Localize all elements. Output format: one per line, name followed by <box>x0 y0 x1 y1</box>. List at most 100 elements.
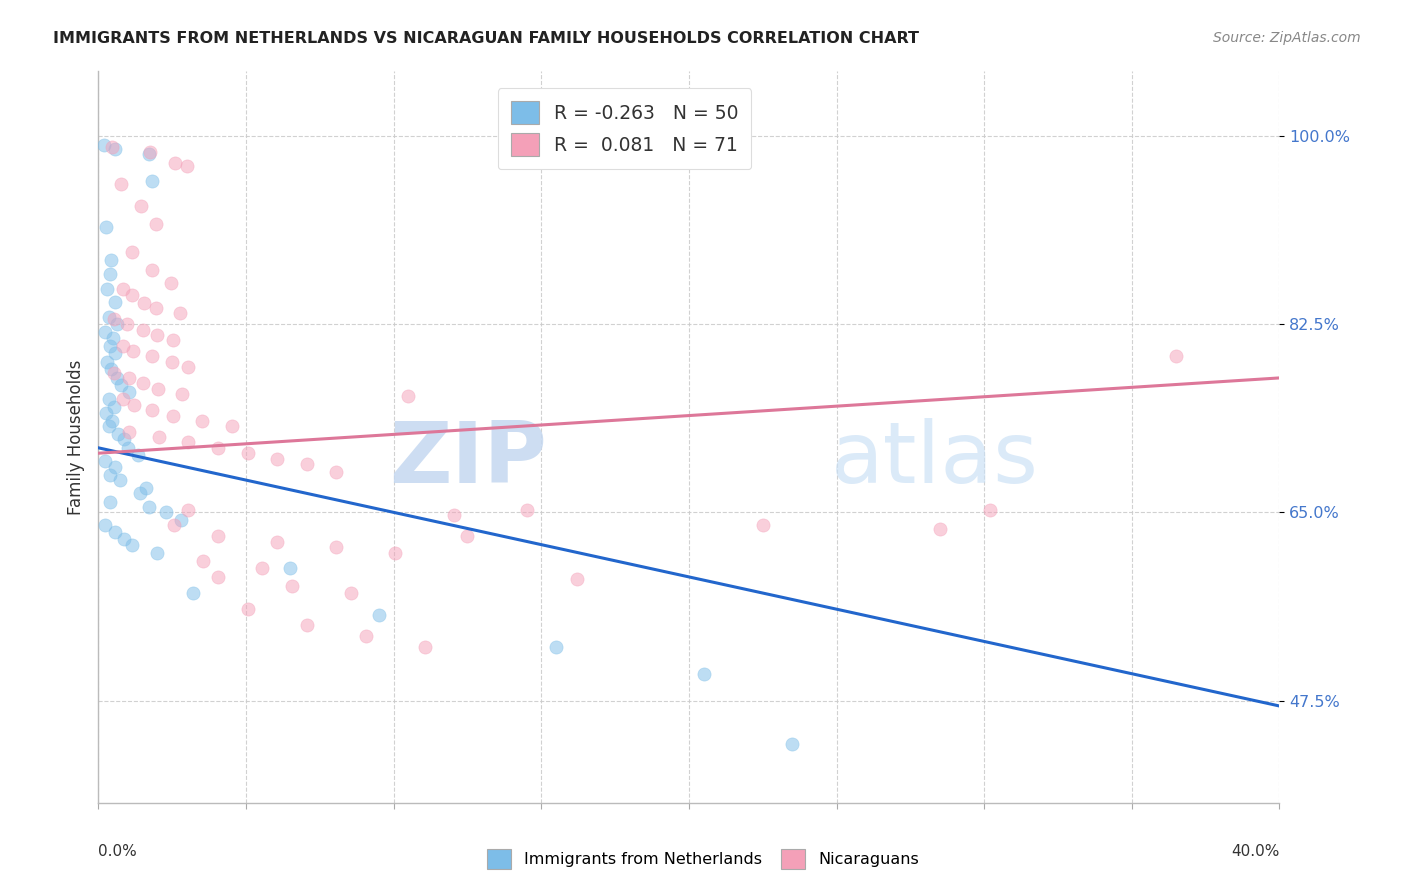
Point <box>127 448 149 462</box>
Point <box>117 425 139 439</box>
Point <box>111 338 134 352</box>
Point <box>138 147 160 161</box>
Point <box>121 538 143 552</box>
Point <box>104 294 127 309</box>
Point <box>141 350 163 364</box>
Point <box>295 618 318 632</box>
Text: IMMIGRANTS FROM NETHERLANDS VS NICARAGUAN FAMILY HOUSEHOLDS CORRELATION CHART: IMMIGRANTS FROM NETHERLANDS VS NICARAGUA… <box>53 31 920 46</box>
Point <box>516 503 538 517</box>
Point <box>176 360 198 375</box>
Legend: R = -0.263   N = 50, R =  0.081   N = 71: R = -0.263 N = 50, R = 0.081 N = 71 <box>498 88 751 169</box>
Point <box>163 518 186 533</box>
Point <box>169 306 191 320</box>
Point <box>94 325 117 339</box>
Point <box>176 159 198 173</box>
Point <box>97 310 120 324</box>
Point <box>145 217 167 231</box>
Point <box>281 578 304 592</box>
Point <box>181 586 204 600</box>
Point <box>565 572 588 586</box>
Point <box>693 666 716 681</box>
Point <box>104 346 127 360</box>
Point <box>354 629 377 643</box>
Point <box>148 430 170 444</box>
Point <box>118 384 141 399</box>
Point <box>384 546 406 560</box>
Point <box>94 220 117 235</box>
Point <box>94 406 117 420</box>
Point <box>104 460 127 475</box>
Point <box>105 317 128 331</box>
Point <box>103 400 125 414</box>
Point <box>98 267 121 281</box>
Point <box>108 473 131 487</box>
Point <box>104 524 127 539</box>
Point <box>103 311 125 326</box>
Point <box>177 503 200 517</box>
Point <box>398 389 420 403</box>
Point <box>546 640 568 654</box>
Point <box>141 263 163 277</box>
Point <box>207 570 229 584</box>
Point <box>98 494 121 508</box>
Point <box>170 387 193 401</box>
Point <box>97 392 120 407</box>
Point <box>139 145 162 159</box>
Point <box>117 441 139 455</box>
Point <box>368 607 391 622</box>
Point <box>107 426 129 441</box>
Point <box>112 432 135 446</box>
Point <box>96 282 118 296</box>
Point <box>236 446 259 460</box>
Point <box>266 535 288 549</box>
Point <box>121 288 143 302</box>
Point <box>457 529 479 543</box>
Point <box>97 419 120 434</box>
Point <box>146 382 169 396</box>
Point <box>177 435 200 450</box>
Point <box>295 457 318 471</box>
Point <box>165 155 187 169</box>
Point <box>104 142 127 156</box>
Point <box>191 414 214 428</box>
Point <box>103 366 125 380</box>
Point <box>141 174 163 188</box>
Point <box>782 737 804 751</box>
Point <box>100 362 122 376</box>
Point <box>93 137 115 152</box>
Point <box>221 419 243 434</box>
Point <box>100 252 122 267</box>
Point <box>752 518 775 533</box>
Text: 0.0%: 0.0% <box>98 845 138 859</box>
Point <box>110 178 132 192</box>
Text: Source: ZipAtlas.com: Source: ZipAtlas.com <box>1213 31 1361 45</box>
Point <box>325 540 347 554</box>
Point <box>1166 350 1188 364</box>
Point <box>159 277 181 291</box>
Point <box>207 529 229 543</box>
Text: ZIP: ZIP <box>389 417 547 500</box>
Point <box>135 481 157 495</box>
Point <box>134 295 156 310</box>
Point <box>105 371 128 385</box>
Point <box>162 409 184 423</box>
Point <box>929 521 952 535</box>
Point <box>98 338 121 352</box>
Point <box>132 322 155 336</box>
Point <box>325 465 347 479</box>
Point <box>101 331 124 345</box>
Point <box>111 282 134 296</box>
Point <box>128 486 150 500</box>
Point <box>146 327 169 342</box>
Point <box>146 546 169 560</box>
Legend: Immigrants from Netherlands, Nicaraguans: Immigrants from Netherlands, Nicaraguans <box>479 841 927 877</box>
Point <box>162 333 184 347</box>
Point <box>155 505 177 519</box>
Point <box>117 371 139 385</box>
Point <box>252 561 274 575</box>
Point <box>98 467 121 482</box>
Point <box>129 199 152 213</box>
Text: atlas: atlas <box>831 417 1039 500</box>
Point <box>100 414 122 428</box>
Point <box>111 392 134 407</box>
